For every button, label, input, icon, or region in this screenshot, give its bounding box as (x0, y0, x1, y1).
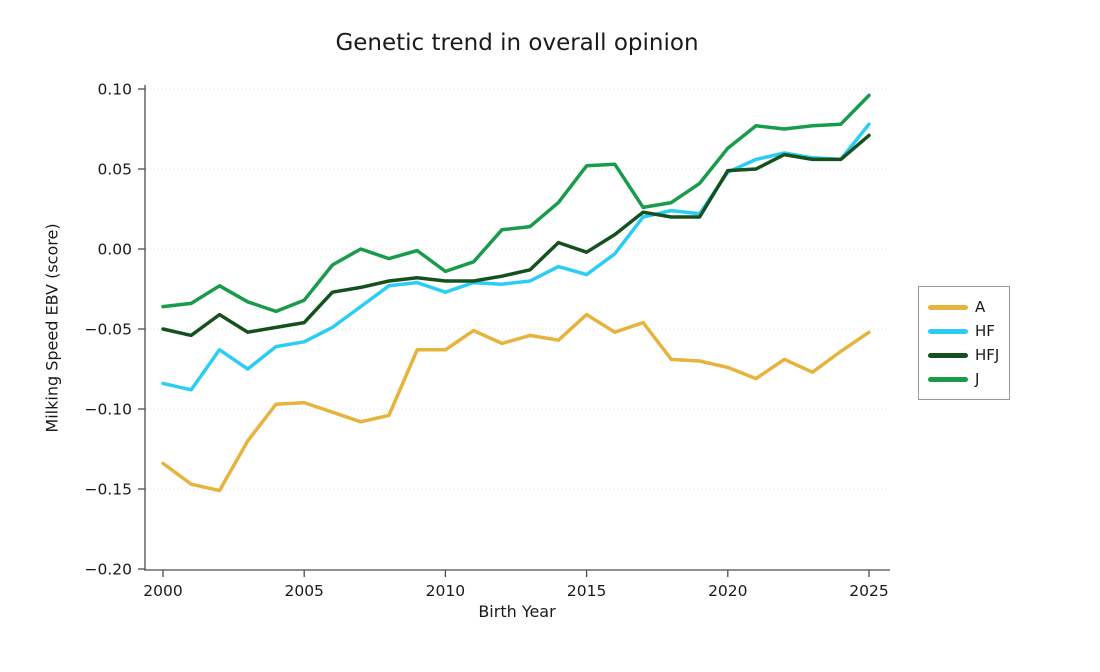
x-tick-label: 2025 (849, 582, 888, 600)
legend-label-HFJ: HFJ (975, 345, 1000, 364)
legend-label-J: J (975, 369, 980, 388)
legend-swatch-A (928, 304, 968, 310)
x-axis-label: Birth Year (478, 602, 556, 621)
y-tick-label: 0.05 (97, 161, 132, 179)
y-axis-label: Milking Speed EBV (score) (42, 223, 62, 433)
y-tick-label: −0.20 (85, 561, 133, 579)
legend-item-J: J (928, 367, 999, 391)
y-tick-label: −0.15 (85, 481, 133, 499)
legend: A HF HFJ J (918, 286, 1011, 400)
legend-item-HF: HF (928, 319, 999, 343)
legend-label-A: A (975, 297, 986, 316)
legend-swatch-J (928, 376, 968, 382)
y-tick-label: −0.05 (85, 321, 133, 339)
x-tick-label: 2020 (708, 582, 747, 600)
series-line-HFJ (161, 133, 871, 338)
legend-item-HFJ: HFJ (928, 343, 999, 367)
series-line-HF (161, 122, 871, 392)
series-line-J (161, 93, 871, 314)
y-tick-label: −0.10 (85, 401, 133, 419)
x-tick-label: 2005 (284, 582, 323, 600)
y-tick-label: 0.10 (97, 81, 132, 99)
legend-label-HF: HF (975, 321, 995, 340)
series-line-A (161, 312, 871, 493)
y-tick-label: 0.00 (97, 241, 132, 259)
legend-item-A: A (928, 295, 999, 319)
x-tick-label: 2010 (426, 582, 465, 600)
chart-title: Genetic trend in overall opinion (335, 30, 699, 56)
x-tick-label: 2015 (567, 582, 606, 600)
legend-swatch-HF (928, 328, 968, 334)
x-tick-label: 2000 (143, 582, 182, 600)
legend-swatch-HFJ (928, 352, 968, 358)
